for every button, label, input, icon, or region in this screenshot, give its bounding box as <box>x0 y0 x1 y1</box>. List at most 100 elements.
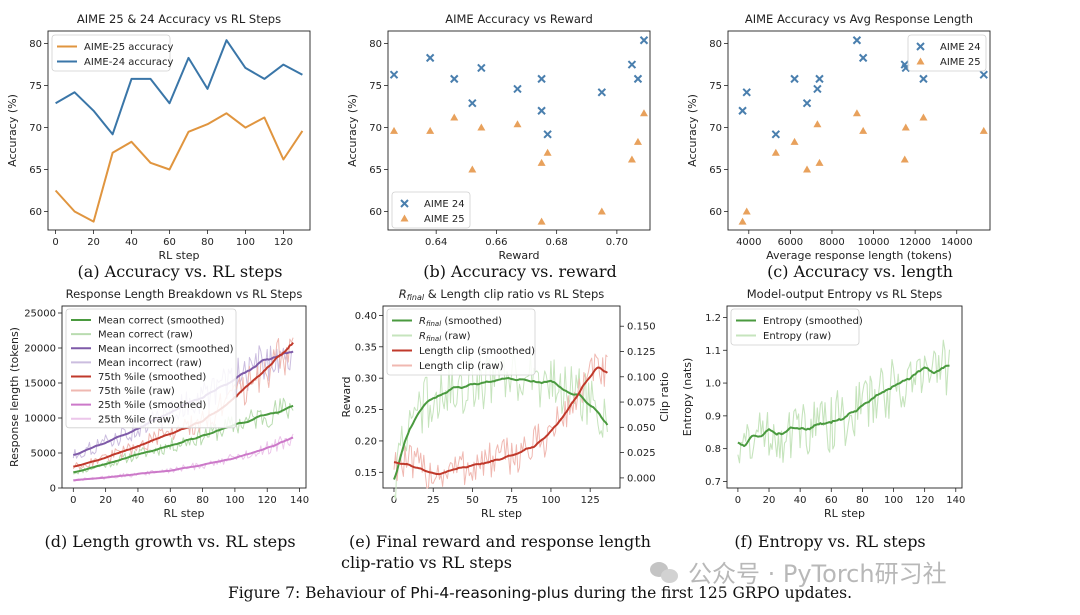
x-tick-label: 80 <box>856 495 869 506</box>
legend-label: Length clip (raw) <box>419 361 504 372</box>
y2-tick-label: 0.125 <box>627 347 656 358</box>
chart-a-accuracy-vs-steps: AIME 25 & 24 Accuracy vs RL Steps 0 20 40 60… <box>6 12 311 262</box>
y-tick-label: 65 <box>369 165 382 176</box>
scatter-point-triangle <box>859 126 868 134</box>
y-tick-label: 0.20 <box>355 436 377 447</box>
smoothed-series-line <box>737 364 950 448</box>
legend-label: AIME-25 accuracy <box>84 42 173 53</box>
figure-caption-model: Phi-4-reasoning-plus <box>410 584 569 602</box>
caption-e-line1: (e) Final reward and response length <box>349 532 651 551</box>
scatter-point-triangle <box>738 217 747 225</box>
x-tick-label: 20 <box>99 495 112 506</box>
x-tick-label: 25 <box>427 495 440 506</box>
scatter-point-triangle <box>597 207 606 215</box>
y-tick-label: 60 <box>369 207 382 218</box>
legend-label: Rfinal (smoothed) <box>419 316 502 328</box>
legend-label: Mean incorrect (raw) <box>98 358 202 369</box>
scatter-point-triangle <box>468 165 477 173</box>
scatter-point-x <box>979 70 988 79</box>
y-tick-label: 0.25 <box>355 405 377 416</box>
chart-title-sub: final <box>407 293 425 302</box>
plot-frame <box>382 305 621 489</box>
y-tick-label: 5000 <box>31 449 56 460</box>
caption-d: (d) Length growth vs. RL steps <box>44 532 296 551</box>
y2-tick-label: 0.150 <box>627 322 656 333</box>
legend-label-main: R <box>419 331 426 342</box>
y-tick-label: 0.9 <box>705 411 721 422</box>
y-tick-label: 70 <box>29 123 42 134</box>
scatter-point-x <box>537 74 546 84</box>
legend-label: Rfinal (raw) <box>419 331 471 343</box>
legend-marker-triangle <box>916 57 925 65</box>
legend-label-sub: final <box>426 335 441 343</box>
chart-title: AIME 25 & 24 Accuracy vs RL Steps <box>77 12 281 26</box>
legend-box <box>51 34 171 72</box>
x-tick-label: 40 <box>794 495 807 506</box>
y-tick-label: 1.0 <box>705 379 721 390</box>
y-tick-label: 10000 <box>24 414 56 425</box>
x-tick-label: 60 <box>825 495 838 506</box>
panel-e: 0 25 50 75 100 125 0.15 0.20 0.25 0.30 0.35 0.40 RL … <box>340 283 680 523</box>
figure-caption-suffix: during the first 125 GRPO updates. <box>568 584 853 602</box>
y-tick-label: 15000 <box>24 379 56 390</box>
chart-title: Response Length Breakdown vs RL Steps <box>66 287 303 301</box>
y-axis-label: Accuracy (%) <box>6 94 19 167</box>
legend-label: AIME 25 <box>940 57 981 68</box>
scatter-point-x <box>389 70 399 79</box>
chart-d-length-breakdown: Response Length Breakdown vs RL Steps 0 20… <box>8 287 309 520</box>
legend-label-suffix: (smoothed) <box>441 316 502 327</box>
legend-label: 75th %ile (smoothed) <box>98 372 206 383</box>
x-tick-label: 100 <box>541 495 560 506</box>
x-tick-label: 0 <box>52 237 58 248</box>
x-tick-label: 0.66 <box>485 237 507 248</box>
y2-tick-label: 0.025 <box>627 448 656 459</box>
y-tick-label: 65 <box>709 165 722 176</box>
x-axis-label: RL step <box>481 507 522 520</box>
y-tick-label: 20000 <box>24 344 56 355</box>
scatter-point-x <box>919 74 928 84</box>
scatter-point-triangle <box>901 123 910 131</box>
x-tick-label: 0.64 <box>425 237 447 248</box>
legend-marker-x <box>400 199 409 208</box>
y2-tick-label: 0.100 <box>627 372 656 383</box>
caption-b: (b) Accuracy vs. reward <box>423 262 617 281</box>
y-axis-label: Accuracy (%) <box>686 94 699 167</box>
y-tick-label: 1.2 <box>705 313 721 324</box>
smoothed-series-line <box>393 366 608 476</box>
x-tick-label: 8000 <box>819 237 844 248</box>
x-tick-label: 125 <box>581 495 600 506</box>
caption-e-line2: clip-ratio vs RL steps <box>341 553 512 572</box>
scatter-point-x <box>543 130 552 139</box>
y2-tick-label: 0.075 <box>627 398 656 409</box>
x-tick-label: 0 <box>735 495 741 506</box>
x-tick-label: 10000 <box>858 237 890 248</box>
plot-frame <box>727 30 991 231</box>
x-tick-label: 40 <box>125 237 138 248</box>
x-tick-label: 60 <box>163 237 176 248</box>
y-tick-label: 75 <box>369 81 382 92</box>
legend-marker-triangle <box>400 214 409 222</box>
scatter-point-triangle <box>627 155 636 163</box>
scatter-point-x <box>742 88 751 97</box>
y2-tick-label: 0.050 <box>627 423 656 434</box>
legend-label-suffix: (raw) <box>441 331 470 342</box>
scatter-point-x <box>852 36 862 45</box>
x-axis-label: RL step <box>163 507 204 520</box>
y-tick-label: 70 <box>709 123 722 134</box>
x-tick-label: 60 <box>164 495 177 506</box>
series-line <box>55 39 303 136</box>
scatter-point-triangle <box>852 109 861 117</box>
smoothed-series-line <box>73 404 294 474</box>
x-tick-label: 40 <box>132 495 145 506</box>
figure-caption-prefix: Figure 7: Behaviour of <box>227 584 411 602</box>
y-tick-label: 0.15 <box>355 468 377 479</box>
watermark: 公众号 · PyTorch研习社 <box>650 554 947 589</box>
scatter-point-triangle <box>537 217 546 225</box>
raw-series-line <box>73 397 294 475</box>
watermark-text: 公众号 · PyTorch研习社 <box>688 560 947 588</box>
y-tick-label: 1.1 <box>705 346 721 357</box>
x-tick-label: 12000 <box>899 237 931 248</box>
chart-c-accuracy-vs-length: AIME Accuracy vs Avg Response Length 4000… <box>686 12 991 262</box>
y-tick-label: 0.7 <box>705 477 721 488</box>
panel-a: AIME 25 & 24 Accuracy vs RL Steps 0 20 40 60… <box>0 0 340 262</box>
